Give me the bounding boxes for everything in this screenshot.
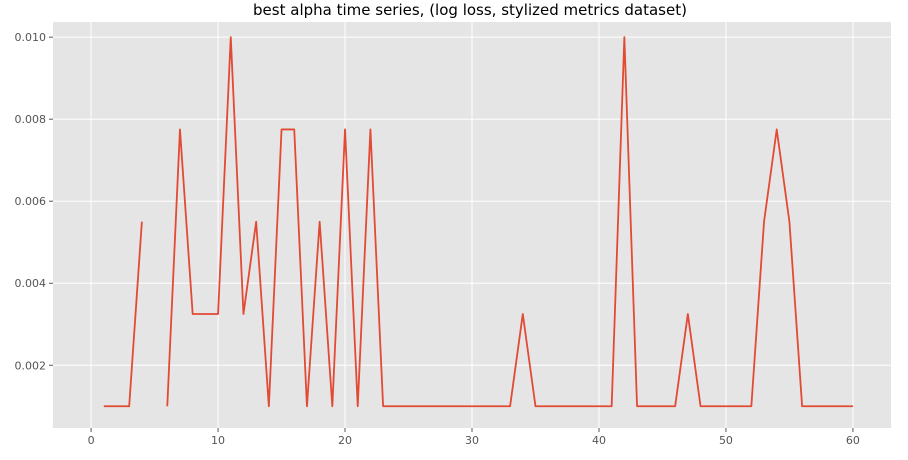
x-tick-label: 60 <box>846 434 860 447</box>
x-tick-label: 20 <box>338 434 352 447</box>
grid-lines <box>53 22 891 428</box>
series-segment <box>166 36 853 408</box>
x-tick-label: 50 <box>719 434 733 447</box>
x-tick-label: 0 <box>88 434 95 447</box>
y-tick-label: 0.010 <box>15 31 47 44</box>
y-tick-label: 0.004 <box>15 277 47 290</box>
x-tick-label: 30 <box>465 434 479 447</box>
series-segment <box>103 221 143 408</box>
x-tick-label: 40 <box>592 434 606 447</box>
chart-title: best alpha time series, (log loss, styli… <box>253 1 687 19</box>
series-line <box>103 36 853 408</box>
y-tick-label: 0.006 <box>15 195 47 208</box>
x-axis-ticks: 0 10 20 30 40 50 60 <box>88 428 860 447</box>
y-axis-ticks: 0.002 0.004 0.006 0.008 0.010 <box>15 31 53 372</box>
x-tick-label: 10 <box>211 434 225 447</box>
y-tick-label: 0.008 <box>15 113 47 126</box>
y-tick-label: 0.002 <box>15 359 47 372</box>
